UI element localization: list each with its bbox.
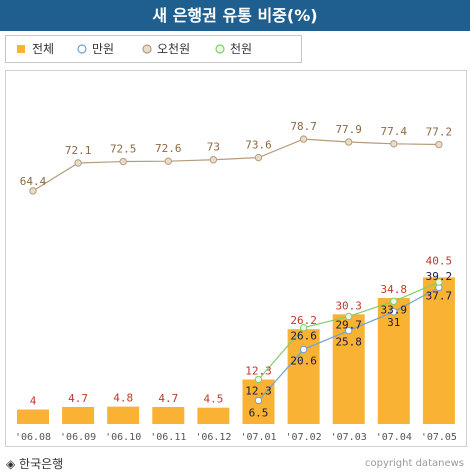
series-50000-point bbox=[299, 135, 308, 143]
series-50000-point bbox=[435, 140, 443, 149]
data-label-total: 4.7 bbox=[158, 392, 178, 405]
bar-total bbox=[287, 329, 320, 424]
source-note: ◈ 한국은행 bbox=[6, 457, 64, 471]
data-label-50000: 77.2 bbox=[426, 126, 453, 139]
series-1000-point bbox=[345, 312, 353, 321]
legend-label-1000: 천원 bbox=[230, 42, 253, 56]
series-50000-point bbox=[164, 157, 173, 165]
series-1000-point bbox=[390, 297, 398, 305]
bar-total bbox=[422, 277, 455, 424]
series-50000-point bbox=[119, 157, 127, 166]
x-tick-label: '06.11 bbox=[150, 432, 186, 443]
legend-label-total: 전체 bbox=[32, 42, 55, 56]
data-label-50000: 77.9 bbox=[335, 123, 362, 136]
data-label-total: 40.5 bbox=[426, 254, 453, 267]
data-label-50000: 73.6 bbox=[245, 139, 272, 152]
series-50000-point bbox=[209, 156, 218, 164]
x-tick-label: '06.09 bbox=[60, 432, 96, 443]
x-tick-label: '07.04 bbox=[376, 432, 412, 443]
data-label-10000: 6.5 bbox=[249, 406, 269, 419]
series-1000-point bbox=[299, 324, 308, 332]
series-50000-point bbox=[74, 159, 82, 167]
data-label-10000: 37.7 bbox=[426, 290, 453, 303]
data-label-50000: 72.1 bbox=[65, 144, 92, 157]
data-label-total: 30.3 bbox=[335, 299, 362, 312]
data-label-50000: 64.4 bbox=[20, 175, 47, 188]
data-label-total: 4 bbox=[30, 395, 37, 408]
data-label-10000: 20.6 bbox=[290, 354, 317, 367]
series-50000-point bbox=[345, 138, 353, 146]
legend-circle-icon bbox=[215, 44, 225, 54]
bar-total bbox=[152, 406, 185, 424]
series-50000-point bbox=[254, 153, 263, 162]
data-label-50000: 73 bbox=[207, 141, 220, 154]
x-tick-label: '06.10 bbox=[105, 432, 141, 443]
data-label-1000: 12.3 bbox=[245, 384, 272, 397]
x-tick-label: '07.02 bbox=[286, 432, 322, 443]
series-50000-point bbox=[29, 187, 37, 195]
series-10000-point bbox=[254, 396, 263, 405]
x-tick-label: '07.05 bbox=[421, 432, 457, 443]
series-10000-point bbox=[390, 308, 398, 316]
bar-total bbox=[107, 406, 140, 424]
legend-label-50000: 오천원 bbox=[157, 42, 191, 56]
data-label-50000: 77.4 bbox=[381, 125, 408, 138]
bar-total bbox=[62, 406, 95, 424]
legend-circle-icon bbox=[77, 44, 87, 54]
series-50000-line bbox=[32, 138, 439, 192]
legend-square-icon bbox=[17, 45, 25, 53]
data-label-total: 4.8 bbox=[113, 392, 133, 405]
series-50000-point bbox=[390, 140, 398, 148]
data-label-1000: 26.6 bbox=[290, 330, 317, 343]
data-label-10000: 25.8 bbox=[335, 336, 362, 349]
legend-label-10000: 만원 bbox=[92, 42, 115, 56]
bar-total bbox=[197, 407, 230, 424]
plot-area bbox=[5, 70, 467, 447]
chart-title: 새 은행권 유통 비중(%) bbox=[0, 0, 470, 31]
series-10000-point bbox=[299, 345, 308, 354]
x-tick-label: '07.03 bbox=[331, 432, 367, 443]
data-label-total: 34.8 bbox=[381, 283, 408, 296]
data-label-1000: 39.2 bbox=[426, 270, 453, 283]
bar-total bbox=[377, 298, 410, 424]
data-label-10000: 31 bbox=[387, 316, 400, 329]
series-1000-point bbox=[254, 375, 263, 384]
data-label-total: 4.7 bbox=[68, 392, 88, 405]
series-10000-point bbox=[345, 326, 353, 335]
data-label-total: 26.2 bbox=[290, 314, 317, 327]
bar-total bbox=[17, 409, 49, 424]
data-label-50000: 72.6 bbox=[155, 142, 182, 155]
data-label-total: 12.3 bbox=[245, 364, 272, 377]
legend-circle-icon bbox=[142, 44, 152, 54]
data-label-1000: 33.9 bbox=[381, 303, 408, 316]
x-tick-label: '07.01 bbox=[240, 432, 276, 443]
series-1000-point bbox=[435, 278, 443, 286]
chart-legend: 전체 만원 오천원 천원 bbox=[5, 35, 302, 63]
copyright-note: copyright datanews bbox=[365, 458, 464, 469]
data-label-total: 4.5 bbox=[203, 393, 223, 406]
data-label-1000: 29.7 bbox=[335, 318, 362, 331]
x-tick-label: '06.12 bbox=[195, 432, 231, 443]
data-label-50000: 72.5 bbox=[110, 143, 137, 156]
data-label-50000: 78.7 bbox=[290, 120, 317, 133]
x-tick-label: '06.08 bbox=[15, 432, 51, 443]
